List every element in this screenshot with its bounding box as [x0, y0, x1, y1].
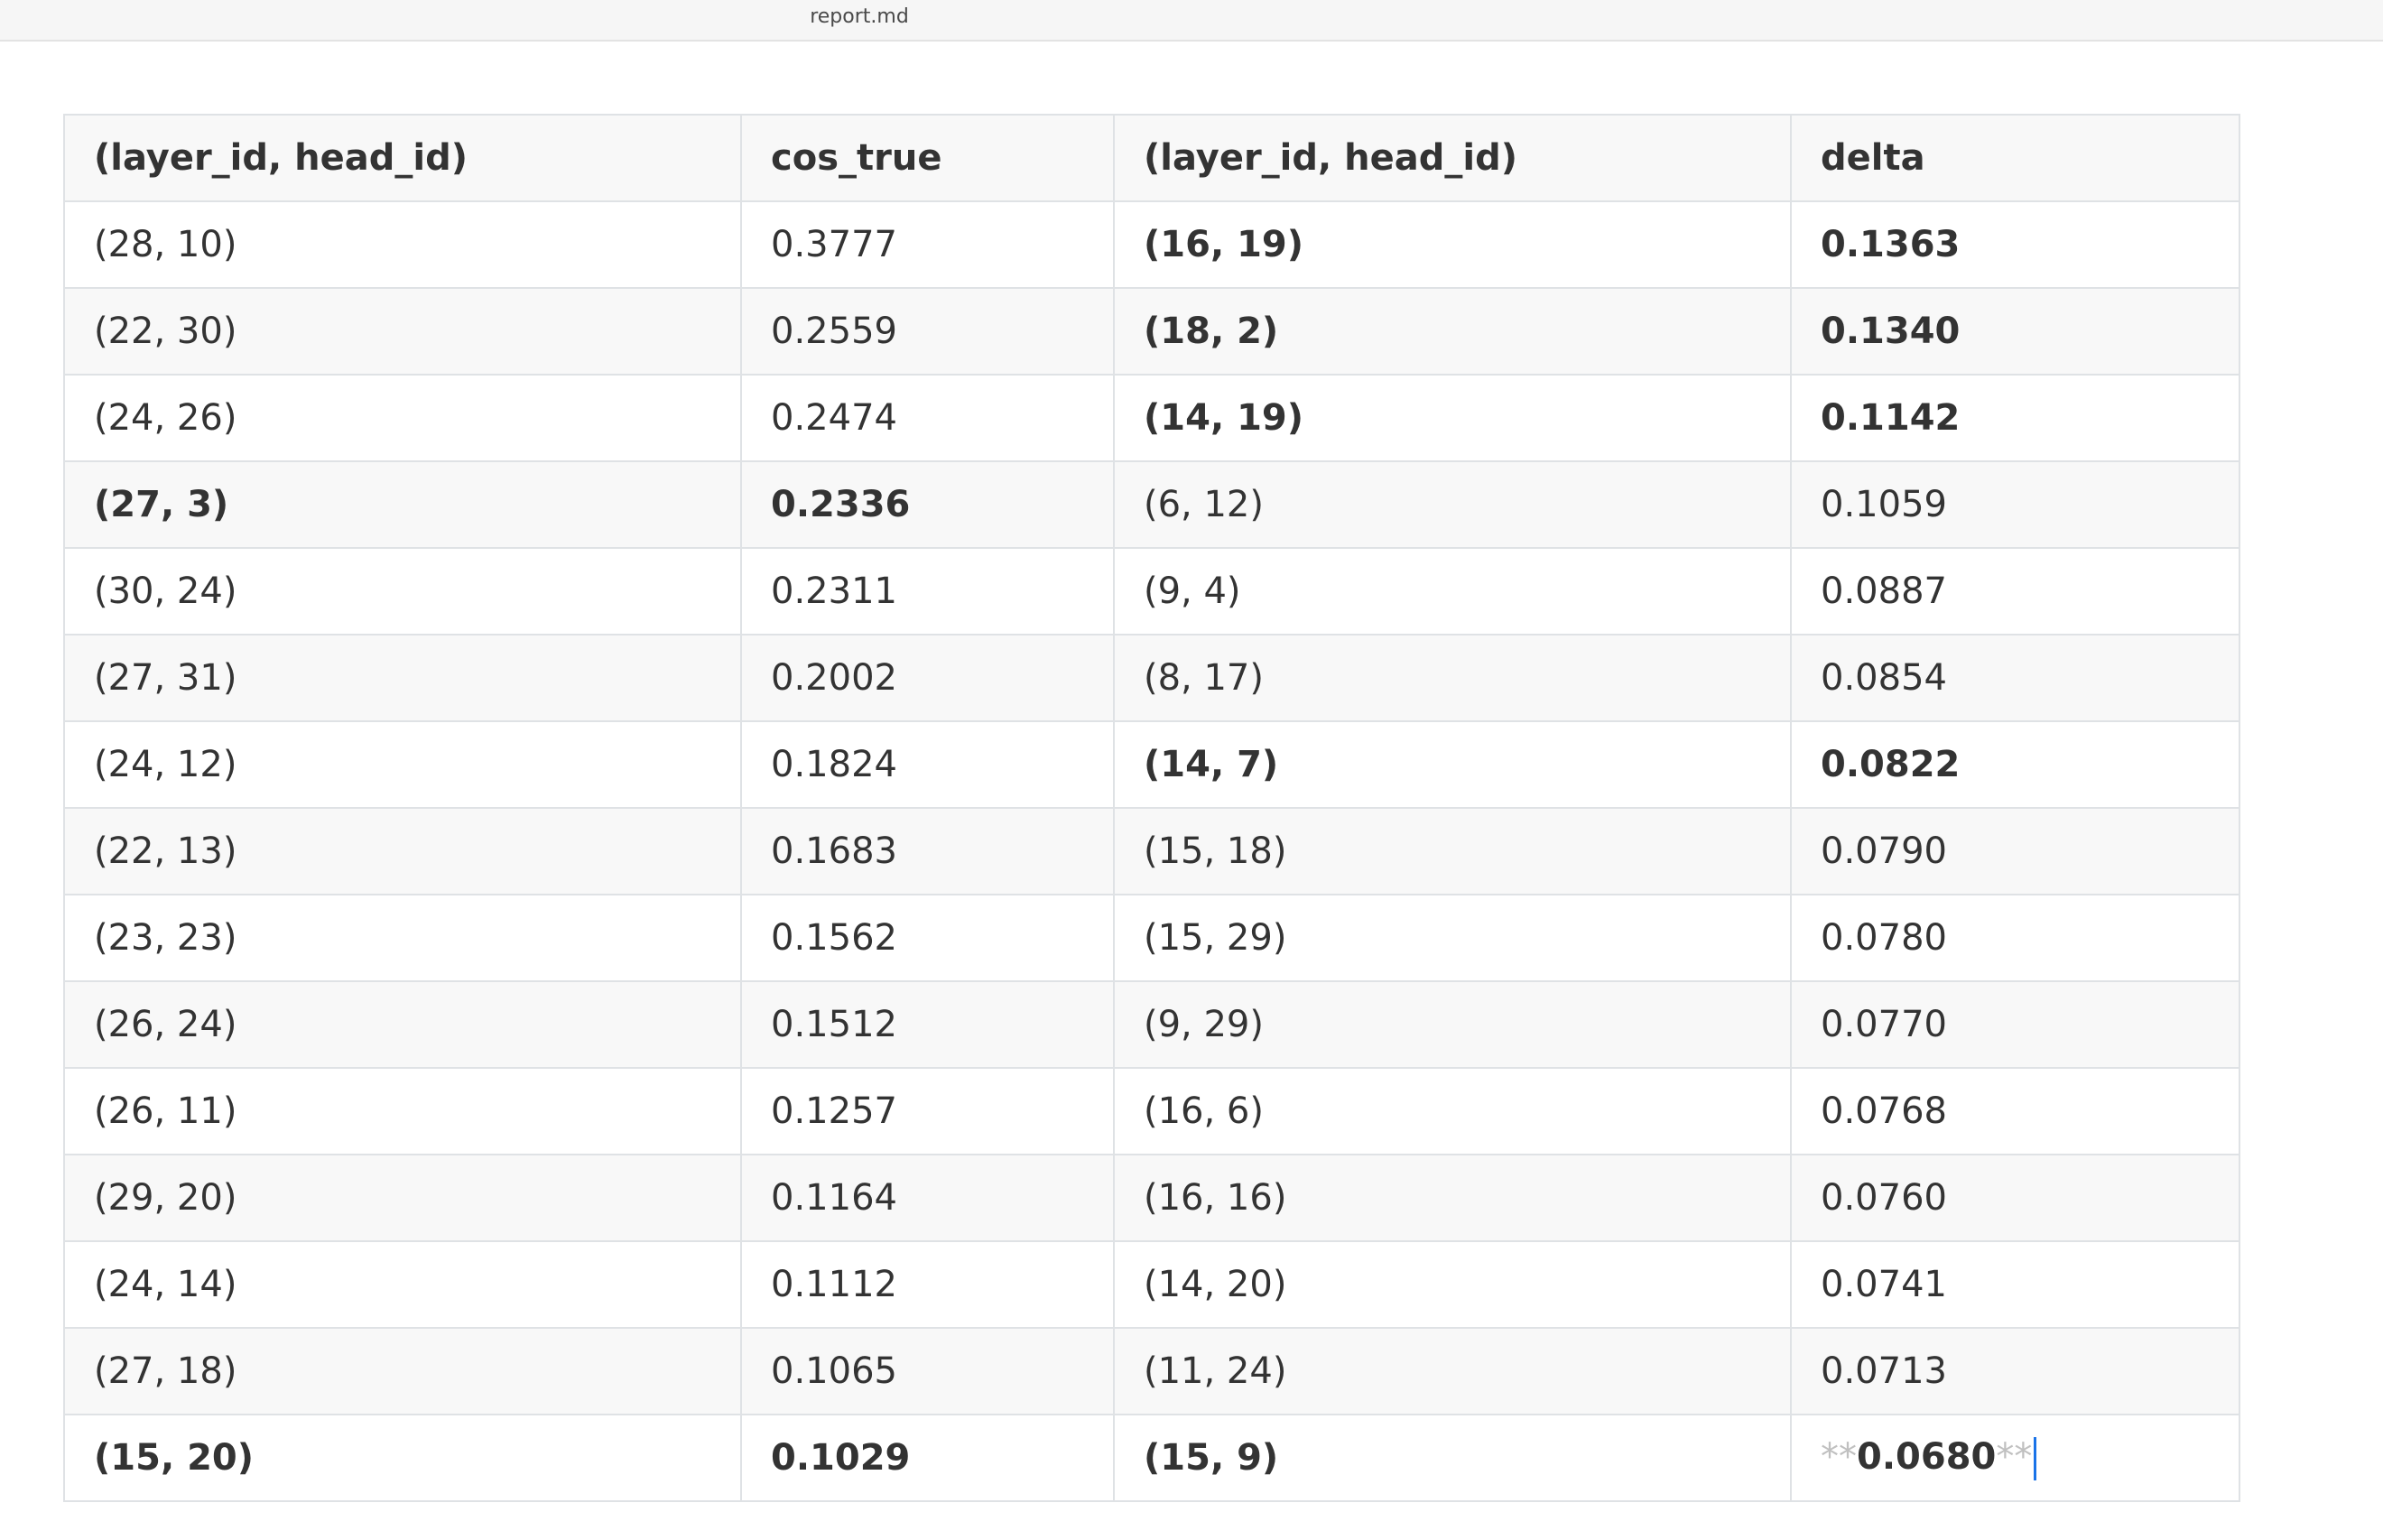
table-body: (28, 10) 0.3777 (16, 19) 0.1363 (22, 30) 0.25…	[63, 200, 2240, 1502]
table-row: (15, 20) 0.1029 (15, 9) **0.0680**	[63, 1414, 2240, 1502]
table-cell[interactable]: **0.0680**	[1790, 1414, 2240, 1502]
table-cell[interactable]: (11, 24)	[1113, 1327, 1792, 1415]
markdown-bold-marker: **	[1996, 1435, 2033, 1478]
table-cell[interactable]: (24, 26)	[63, 374, 742, 462]
table-cell[interactable]: 0.1065	[740, 1327, 1115, 1415]
table-header-row: (layer_id, head_id) cos_true (layer_id, …	[63, 114, 2240, 202]
table-cell[interactable]: 0.0768	[1790, 1067, 2240, 1155]
table-cell[interactable]: 0.1512	[740, 980, 1115, 1069]
text-caret	[2034, 1436, 2037, 1480]
table-cell[interactable]: (24, 14)	[63, 1240, 742, 1329]
window-titlebar: report.md	[0, 0, 2383, 42]
table-row: (24, 26) 0.2474 (14, 19) 0.1142	[63, 374, 2240, 462]
table-cell[interactable]: (27, 18)	[63, 1327, 742, 1415]
table-cell[interactable]: (14, 7)	[1113, 720, 1792, 809]
table-row: (27, 18) 0.1065 (11, 24) 0.0713	[63, 1327, 2240, 1415]
table-cell[interactable]: 0.1683	[740, 807, 1115, 895]
table-cell[interactable]: 0.3777	[740, 200, 1115, 289]
table-cell[interactable]: 0.1257	[740, 1067, 1115, 1155]
column-header[interactable]: (layer_id, head_id)	[1113, 114, 1792, 202]
table-cell[interactable]: 0.0760	[1790, 1154, 2240, 1242]
editor-area[interactable]: (layer_id, head_id) cos_true (layer_id, …	[0, 42, 2383, 1540]
table-cell[interactable]: (8, 17)	[1113, 634, 1792, 722]
table-cell[interactable]: 0.1059	[1790, 460, 2240, 549]
table-cell[interactable]: 0.1142	[1790, 374, 2240, 462]
table-cell[interactable]: (27, 3)	[63, 460, 742, 549]
table-cell[interactable]: (16, 6)	[1113, 1067, 1792, 1155]
table-cell[interactable]: (23, 23)	[63, 894, 742, 982]
table-cell[interactable]: (15, 29)	[1113, 894, 1792, 982]
table-cell[interactable]: 0.2002	[740, 634, 1115, 722]
table-cell[interactable]: (22, 30)	[63, 287, 742, 376]
table-cell[interactable]: (9, 4)	[1113, 547, 1792, 635]
table-cell[interactable]: 0.2336	[740, 460, 1115, 549]
table-cell[interactable]: 0.0790	[1790, 807, 2240, 895]
table-cell[interactable]: (26, 11)	[63, 1067, 742, 1155]
table-cell[interactable]: 0.1164	[740, 1154, 1115, 1242]
table-cell[interactable]: (14, 19)	[1113, 374, 1792, 462]
table-cell[interactable]: (22, 13)	[63, 807, 742, 895]
table-cell[interactable]: (30, 24)	[63, 547, 742, 635]
markdown-table: (layer_id, head_id) cos_true (layer_id, …	[63, 114, 2240, 1502]
column-header[interactable]: cos_true	[740, 114, 1115, 202]
table-cell[interactable]: 0.1363	[1790, 200, 2240, 289]
table-row: (30, 24) 0.2311 (9, 4) 0.0887	[63, 547, 2240, 635]
table-cell[interactable]: (15, 20)	[63, 1414, 742, 1502]
table-cell[interactable]: 0.1340	[1790, 287, 2240, 376]
table-cell[interactable]: (29, 20)	[63, 1154, 742, 1242]
table-cell[interactable]: 0.0713	[1790, 1327, 2240, 1415]
table-cell[interactable]: (24, 12)	[63, 720, 742, 809]
table-row: (29, 20) 0.1164 (16, 16) 0.0760	[63, 1154, 2240, 1242]
table-row: (22, 30) 0.2559 (18, 2) 0.1340	[63, 287, 2240, 376]
table-cell[interactable]: 0.0854	[1790, 634, 2240, 722]
table-row: (27, 31) 0.2002 (8, 17) 0.0854	[63, 634, 2240, 722]
column-header[interactable]: delta	[1790, 114, 2240, 202]
table-cell[interactable]: (27, 31)	[63, 634, 742, 722]
cell-value: 0.0680	[1857, 1435, 1997, 1478]
table-cell[interactable]: 0.0741	[1790, 1240, 2240, 1329]
table-cell[interactable]: 0.1824	[740, 720, 1115, 809]
table-cell[interactable]: 0.0822	[1790, 720, 2240, 809]
table-cell[interactable]: (28, 10)	[63, 200, 742, 289]
table-cell[interactable]: 0.2474	[740, 374, 1115, 462]
table-cell[interactable]: (26, 24)	[63, 980, 742, 1069]
table-row: (28, 10) 0.3777 (16, 19) 0.1363	[63, 200, 2240, 289]
table-cell[interactable]: (18, 2)	[1113, 287, 1792, 376]
table-cell[interactable]: 0.0780	[1790, 894, 2240, 982]
table-cell[interactable]: (6, 12)	[1113, 460, 1792, 549]
table-cell[interactable]: (14, 20)	[1113, 1240, 1792, 1329]
table-cell[interactable]: (15, 18)	[1113, 807, 1792, 895]
table-cell[interactable]: (16, 19)	[1113, 200, 1792, 289]
table-cell[interactable]: (9, 29)	[1113, 980, 1792, 1069]
table-cell[interactable]: 0.0887	[1790, 547, 2240, 635]
window-title: report.md	[810, 5, 909, 28]
column-header[interactable]: (layer_id, head_id)	[63, 114, 742, 202]
table-cell[interactable]: 0.2311	[740, 547, 1115, 635]
table-row: (26, 24) 0.1512 (9, 29) 0.0770	[63, 980, 2240, 1069]
table-cell[interactable]: 0.2559	[740, 287, 1115, 376]
table-cell[interactable]: 0.1112	[740, 1240, 1115, 1329]
table-cell[interactable]: (15, 9)	[1113, 1414, 1792, 1502]
table-row: (22, 13) 0.1683 (15, 18) 0.0790	[63, 807, 2240, 895]
table-row: (24, 14) 0.1112 (14, 20) 0.0741	[63, 1240, 2240, 1329]
table-row: (24, 12) 0.1824 (14, 7) 0.0822	[63, 720, 2240, 809]
markdown-bold-marker: **	[1821, 1435, 1857, 1478]
table-cell[interactable]: 0.1562	[740, 894, 1115, 982]
table-cell[interactable]: (16, 16)	[1113, 1154, 1792, 1242]
table-row: (23, 23) 0.1562 (15, 29) 0.0780	[63, 894, 2240, 982]
table-row: (27, 3) 0.2336 (6, 12) 0.1059	[63, 460, 2240, 549]
table-cell[interactable]: 0.0770	[1790, 980, 2240, 1069]
table-cell[interactable]: 0.1029	[740, 1414, 1115, 1502]
table-row: (26, 11) 0.1257 (16, 6) 0.0768	[63, 1067, 2240, 1155]
